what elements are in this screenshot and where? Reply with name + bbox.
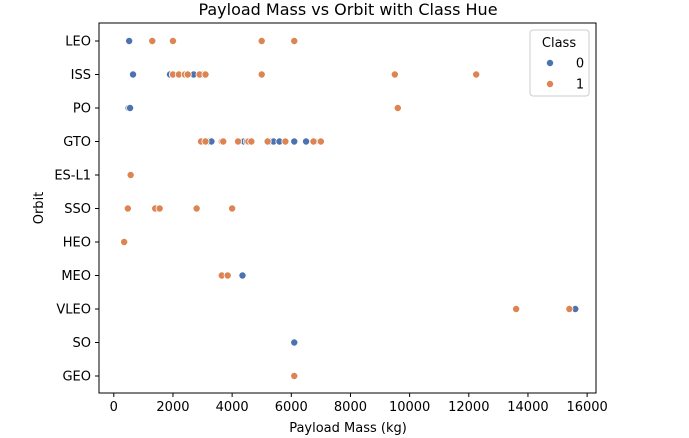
data-point-class-1 bbox=[201, 137, 210, 146]
data-point-class-1 bbox=[316, 137, 325, 146]
data-point-class-0 bbox=[129, 70, 138, 79]
data-point-class-1 bbox=[512, 304, 521, 313]
x-tick-label: 12000 bbox=[448, 400, 489, 415]
chart-title: Payload Mass vs Orbit with Class Hue bbox=[198, 0, 497, 19]
y-tick-label: GEO bbox=[62, 370, 91, 385]
data-point-class-1 bbox=[565, 304, 574, 313]
data-point-class-0 bbox=[290, 338, 299, 347]
data-point-class-1 bbox=[309, 137, 318, 146]
y-tick-label: PO bbox=[73, 102, 91, 117]
data-point-class-0 bbox=[302, 137, 311, 146]
x-tick-label: 10000 bbox=[389, 400, 430, 415]
data-point-class-1 bbox=[228, 204, 237, 213]
x-tick-label: 4000 bbox=[216, 400, 249, 415]
data-point-class-1 bbox=[234, 137, 243, 146]
data-point-class-0 bbox=[290, 137, 299, 146]
x-tick-label: 0 bbox=[110, 400, 118, 415]
x-axis-label: Payload Mass (kg) bbox=[289, 421, 407, 436]
data-point-class-1 bbox=[281, 137, 290, 146]
legend-label-1: 1 bbox=[576, 78, 584, 93]
y-axis-label: Orbit bbox=[32, 192, 47, 225]
data-point-class-1 bbox=[168, 37, 177, 46]
x-tick-label: 14000 bbox=[507, 400, 548, 415]
data-point-class-1 bbox=[148, 37, 157, 46]
legend-title: Class bbox=[542, 36, 576, 51]
y-tick-label: LEO bbox=[65, 35, 91, 50]
data-point-class-1 bbox=[257, 37, 266, 46]
y-tick-label: ES-L1 bbox=[54, 169, 91, 184]
data-point-class-1 bbox=[126, 170, 135, 179]
x-tick-label: 6000 bbox=[275, 400, 308, 415]
data-point-class-1 bbox=[393, 104, 402, 113]
x-tick-label: 16000 bbox=[566, 400, 607, 415]
y-tick-label: MEO bbox=[61, 269, 91, 284]
legend-marker-1 bbox=[546, 80, 555, 89]
data-point-class-1 bbox=[223, 271, 232, 280]
y-tick-label: SSO bbox=[64, 202, 91, 217]
legend-box bbox=[529, 29, 590, 97]
x-tick-label: 2000 bbox=[156, 400, 189, 415]
plot-frame bbox=[98, 22, 597, 394]
data-point-class-1 bbox=[290, 371, 299, 380]
data-point-class-1 bbox=[155, 204, 164, 213]
y-tick-label: ISS bbox=[71, 68, 91, 83]
legend: Class 0 1 bbox=[529, 29, 590, 97]
y-tick-label: VLEO bbox=[56, 303, 91, 318]
legend-label-0: 0 bbox=[576, 57, 584, 72]
x-tick-label: 8000 bbox=[334, 400, 367, 415]
data-point-class-1 bbox=[263, 137, 272, 146]
legend-marker-0 bbox=[546, 59, 555, 68]
y-tick-label: GTO bbox=[63, 135, 91, 150]
data-point-class-1 bbox=[183, 70, 192, 79]
y-tick-label: SO bbox=[73, 336, 91, 351]
data-point-class-1 bbox=[192, 204, 201, 213]
data-point-class-1 bbox=[257, 70, 266, 79]
y-tick-label: HEO bbox=[63, 236, 91, 251]
data-point-class-0 bbox=[126, 104, 135, 113]
data-point-class-1 bbox=[120, 237, 129, 246]
data-point-class-1 bbox=[472, 70, 481, 79]
data-point-class-1 bbox=[247, 137, 256, 146]
data-point-class-0 bbox=[125, 37, 134, 46]
data-point-class-1 bbox=[201, 70, 210, 79]
y-axis-ticks: LEO ISS PO GTO ES-L1 SSO HEO MEO VLEO SO GEO bbox=[54, 35, 99, 385]
points-layer bbox=[120, 37, 580, 380]
data-point-class-1 bbox=[390, 70, 399, 79]
data-point-class-1 bbox=[123, 204, 132, 213]
data-point-class-1 bbox=[219, 137, 228, 146]
data-point-class-1 bbox=[290, 37, 299, 46]
data-point-class-0 bbox=[238, 271, 247, 280]
x-axis-ticks: 0 2000 4000 6000 8000 10000 12000 14000 16000 bbox=[110, 393, 608, 415]
